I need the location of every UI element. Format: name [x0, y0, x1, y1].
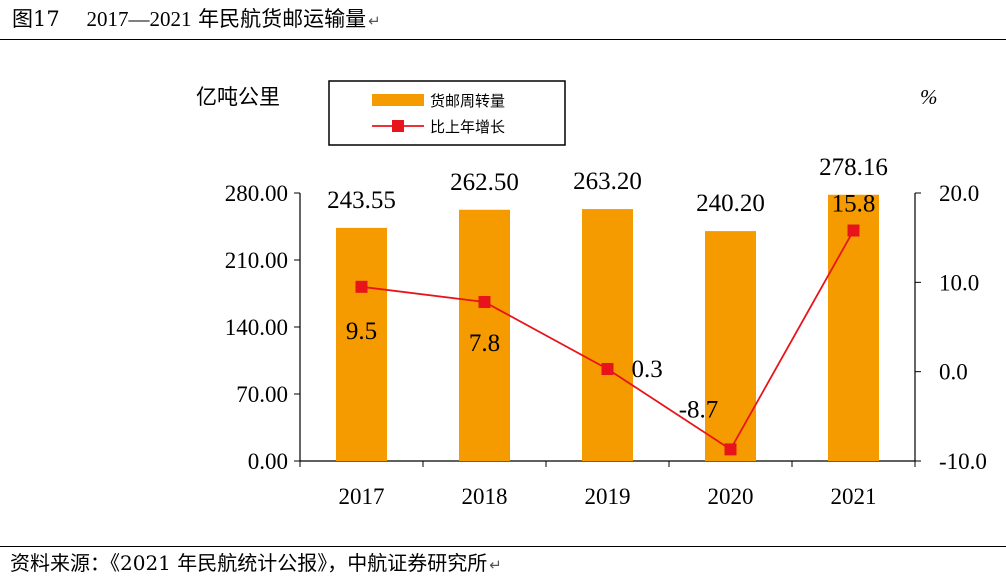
bar-labels: 243.55 262.50 263.20 240.20 278.16	[327, 154, 888, 217]
return-mark-icon: ↵	[368, 12, 381, 30]
right-tick-label: 0.0	[939, 360, 968, 385]
bar-value-label: 278.16	[819, 154, 888, 181]
bar	[828, 194, 879, 461]
bar	[336, 227, 387, 461]
figure-title: 图17 2017—2021 年民航货邮运输量 ↵	[12, 6, 381, 34]
left-tick-label: 140.00	[225, 315, 288, 340]
x-tick-label: 2018	[462, 484, 508, 509]
legend-line-label: 比上年增长	[430, 118, 505, 136]
bar-value-label: 262.50	[450, 169, 519, 196]
bar-value-label: 243.55	[327, 187, 396, 214]
growth-value-label: -8.7	[679, 396, 719, 423]
bar	[705, 231, 756, 461]
left-tick-label: 70.00	[236, 382, 288, 407]
source-note: 资料来源：《2021 年民航统计公报》，中航证券研究所 ↵	[10, 551, 502, 577]
left-axis-unit: 亿吨公里	[196, 85, 280, 109]
right-axis-unit: %	[920, 85, 938, 109]
bar	[459, 209, 510, 461]
x-tick-label: 2019	[585, 484, 631, 509]
growth-value-label: 15.8	[832, 191, 876, 218]
growth-value-label: 9.5	[346, 318, 377, 345]
bars	[336, 194, 879, 461]
right-tick-label: 20.0	[939, 181, 979, 206]
tick-labels: 0.00 70.00 140.00 210.00 280.00 -10.0 0.0 10.0 2…	[225, 181, 987, 509]
growth-marker	[355, 280, 368, 293]
bar	[582, 209, 633, 461]
axis-units: 亿吨公里%	[196, 85, 938, 109]
x-tick-label: 2020	[708, 484, 754, 509]
figure-number: 图17	[12, 7, 60, 31]
bottom-rule	[0, 546, 1006, 547]
growth-marker	[847, 224, 860, 237]
legend-bar-swatch	[372, 94, 424, 106]
figure-years: 2017—2021	[86, 7, 192, 31]
growth-value-label: 7.8	[469, 330, 500, 357]
legend-box	[328, 80, 566, 146]
x-tick-label: 2017	[339, 484, 385, 509]
growth-line-layer	[355, 224, 860, 456]
legend-line-marker	[392, 120, 404, 132]
x-tick-label: 2021	[831, 484, 877, 509]
bar-value-label: 240.20	[696, 190, 765, 217]
return-mark-icon: ↵	[489, 556, 502, 574]
growth-labels: 9.5 7.8 0.3 -8.7 15.8	[346, 191, 876, 424]
left-tick-label: 0.00	[248, 449, 288, 474]
growth-marker	[601, 362, 614, 375]
growth-marker	[724, 443, 737, 456]
growth-marker	[478, 295, 491, 308]
legend-bar-label: 货邮周转量	[430, 92, 505, 110]
source-text: 资料来源：《2021 年民航统计公报》，中航证券研究所	[10, 551, 488, 575]
right-tick-label: 10.0	[939, 270, 979, 295]
right-tick-label: -10.0	[939, 449, 987, 474]
bar-value-label: 263.20	[573, 168, 642, 195]
growth-value-label: 0.3	[632, 356, 663, 383]
left-tick-label: 280.00	[225, 181, 288, 206]
left-tick-label: 210.00	[225, 248, 288, 273]
top-rule	[0, 39, 1006, 40]
figure-caption: 年民航货邮运输量	[198, 7, 367, 31]
